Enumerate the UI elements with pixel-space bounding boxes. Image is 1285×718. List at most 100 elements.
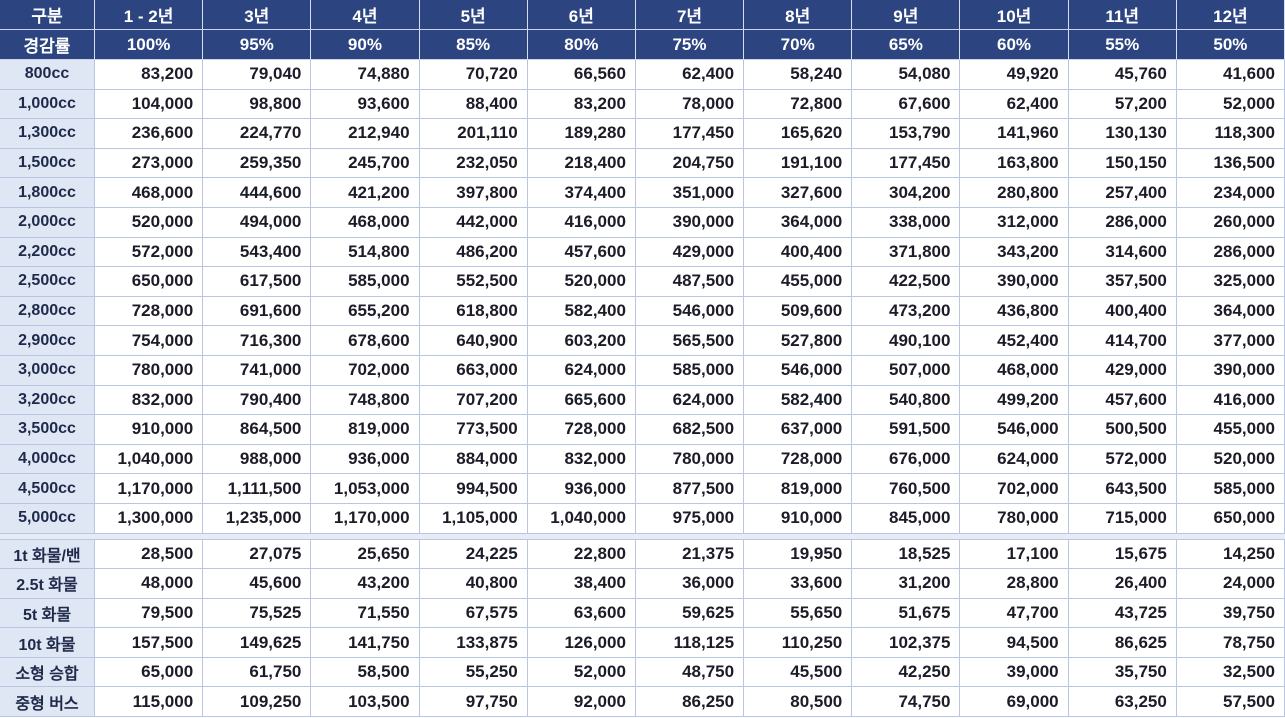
row-label: 2,800cc bbox=[0, 296, 95, 326]
data-row: 2,200cc 572,000 543,400 514,800 486,200 457,6… bbox=[0, 237, 1285, 268]
data-row: 2,900cc 754,000 716,300 678,600 640,900 603,2… bbox=[0, 326, 1285, 356]
fee-cell: 218,400 bbox=[528, 148, 636, 178]
fee-cell: 19,950 bbox=[744, 539, 853, 569]
fee-cell: 79,500 bbox=[95, 598, 204, 628]
header-cell: 1 - 2년 bbox=[95, 0, 204, 29]
fee-cell: 65,000 bbox=[95, 657, 204, 687]
fee-cell: 624,000 bbox=[636, 385, 745, 415]
fee-cell: 520,000 bbox=[95, 207, 204, 237]
row-label: 중형 버스 bbox=[0, 687, 95, 717]
section-separator bbox=[0, 533, 1285, 540]
data-row: 1,800cc 468,000 444,600 421,200 397,800 374,4… bbox=[0, 178, 1285, 208]
fee-cell: 71,550 bbox=[311, 598, 420, 628]
fee-cell: 572,000 bbox=[95, 237, 204, 267]
fee-cell: 678,600 bbox=[311, 326, 420, 355]
header-cell: 4년 bbox=[311, 0, 420, 29]
fee-cell: 414,700 bbox=[1069, 326, 1177, 355]
fee-cell: 565,500 bbox=[636, 326, 745, 355]
fee-cell: 910,000 bbox=[95, 415, 204, 444]
fee-cell: 312,000 bbox=[960, 207, 1069, 237]
fee-cell: 57,500 bbox=[1177, 687, 1285, 717]
header-cell: 60% bbox=[960, 30, 1069, 59]
data-row: 3,500cc 910,000 864,500 819,000 773,500 728,0… bbox=[0, 415, 1285, 445]
fee-cell: 374,400 bbox=[528, 178, 636, 207]
row-label: 4,000cc bbox=[0, 444, 95, 474]
fee-cell: 78,000 bbox=[636, 89, 745, 119]
row-label: 2.5t 화물 bbox=[0, 569, 95, 598]
fee-cell: 390,000 bbox=[1177, 355, 1285, 385]
row-label: 2,000cc bbox=[0, 207, 95, 237]
fee-cell: 109,250 bbox=[203, 687, 312, 717]
fee-cell: 509,600 bbox=[744, 296, 853, 326]
fee-cell: 41,600 bbox=[1177, 60, 1285, 89]
fee-cell: 1,170,000 bbox=[95, 474, 204, 503]
fee-cell: 624,000 bbox=[960, 444, 1069, 474]
fee-cell: 286,000 bbox=[1069, 207, 1177, 237]
fee-cell: 643,500 bbox=[1069, 474, 1177, 503]
header-cell: 100% bbox=[95, 30, 204, 59]
fee-cell: 94,500 bbox=[960, 628, 1069, 657]
fee-cell: 259,350 bbox=[203, 148, 312, 178]
fee-cell: 936,000 bbox=[528, 474, 636, 503]
fee-cell: 546,000 bbox=[960, 415, 1069, 444]
fee-cell: 83,200 bbox=[528, 89, 636, 119]
fee-cell: 63,250 bbox=[1069, 687, 1177, 717]
data-row: 2,800cc 728,000 691,600 655,200 618,800 582,4… bbox=[0, 296, 1285, 327]
fee-cell: 728,000 bbox=[744, 444, 853, 474]
fee-cell: 582,400 bbox=[528, 296, 636, 326]
fee-cell: 67,575 bbox=[420, 598, 528, 628]
fee-cell: 457,600 bbox=[1069, 385, 1177, 415]
row-label: 3,200cc bbox=[0, 385, 95, 415]
fee-cell: 994,500 bbox=[420, 474, 528, 503]
data-row: 2,500cc 650,000 617,500 585,000 552,500 520,0… bbox=[0, 267, 1285, 297]
fee-cell: 47,700 bbox=[960, 598, 1069, 628]
fee-cell: 455,000 bbox=[1177, 415, 1285, 444]
fee-cell: 74,880 bbox=[311, 60, 420, 89]
fee-cell: 582,400 bbox=[744, 385, 853, 415]
row-label: 경감률 bbox=[0, 30, 95, 59]
fee-cell: 97,750 bbox=[420, 687, 528, 717]
fee-cell: 585,000 bbox=[636, 355, 745, 385]
header-cell: 9년 bbox=[852, 0, 961, 29]
data-row: 800cc 83,200 79,040 74,880 70,720 66,560 62,40… bbox=[0, 60, 1285, 90]
fee-cell: 55,650 bbox=[744, 598, 853, 628]
header-cell: 95% bbox=[203, 30, 312, 59]
fee-cell: 257,400 bbox=[1069, 178, 1177, 207]
fee-cell: 390,000 bbox=[636, 207, 745, 237]
fee-cell: 260,000 bbox=[1177, 207, 1285, 237]
fee-cell: 126,000 bbox=[528, 628, 636, 657]
fee-cell: 286,000 bbox=[1177, 237, 1285, 267]
row-label: 2,900cc bbox=[0, 326, 95, 355]
data-row: 4,500cc 1,170,000 1,111,500 1,053,000 994,50… bbox=[0, 474, 1285, 504]
header-cell: 85% bbox=[420, 30, 528, 59]
fee-cell: 153,790 bbox=[852, 119, 961, 148]
fee-cell: 338,000 bbox=[852, 207, 961, 237]
fee-cell: 371,800 bbox=[852, 237, 961, 267]
data-row: 4,000cc 1,040,000 988,000 936,000 884,000 832… bbox=[0, 444, 1285, 475]
fee-cell: 676,000 bbox=[852, 444, 961, 474]
rate-row: 경감률 100% 95% 90% 85% 80% 75% 70% 65% 60% 55% 50% bbox=[0, 30, 1285, 60]
fee-cell: 201,110 bbox=[420, 119, 528, 148]
fee-cell: 48,750 bbox=[636, 657, 745, 687]
fee-cell: 42,250 bbox=[852, 657, 961, 687]
row-label: 1,300cc bbox=[0, 119, 95, 148]
fee-cell: 988,000 bbox=[203, 444, 312, 474]
fee-cell: 191,100 bbox=[744, 148, 853, 178]
fee-cell: 397,800 bbox=[420, 178, 528, 207]
fee-cell: 936,000 bbox=[311, 444, 420, 474]
fee-cell: 165,620 bbox=[744, 119, 853, 148]
row-label: 3,000cc bbox=[0, 355, 95, 385]
row-label: 1,000cc bbox=[0, 89, 95, 119]
fee-cell: 28,800 bbox=[960, 569, 1069, 598]
fee-cell: 26,400 bbox=[1069, 569, 1177, 598]
fee-cell: 163,800 bbox=[960, 148, 1069, 178]
fee-cell: 304,200 bbox=[852, 178, 961, 207]
row-label: 4,500cc bbox=[0, 474, 95, 503]
fee-cell: 442,000 bbox=[420, 207, 528, 237]
fee-cell: 715,000 bbox=[1069, 503, 1177, 533]
header-cell: 8년 bbox=[744, 0, 853, 29]
fee-cell: 39,000 bbox=[960, 657, 1069, 687]
fee-cell: 59,625 bbox=[636, 598, 745, 628]
fee-cell: 1,300,000 bbox=[95, 503, 204, 533]
